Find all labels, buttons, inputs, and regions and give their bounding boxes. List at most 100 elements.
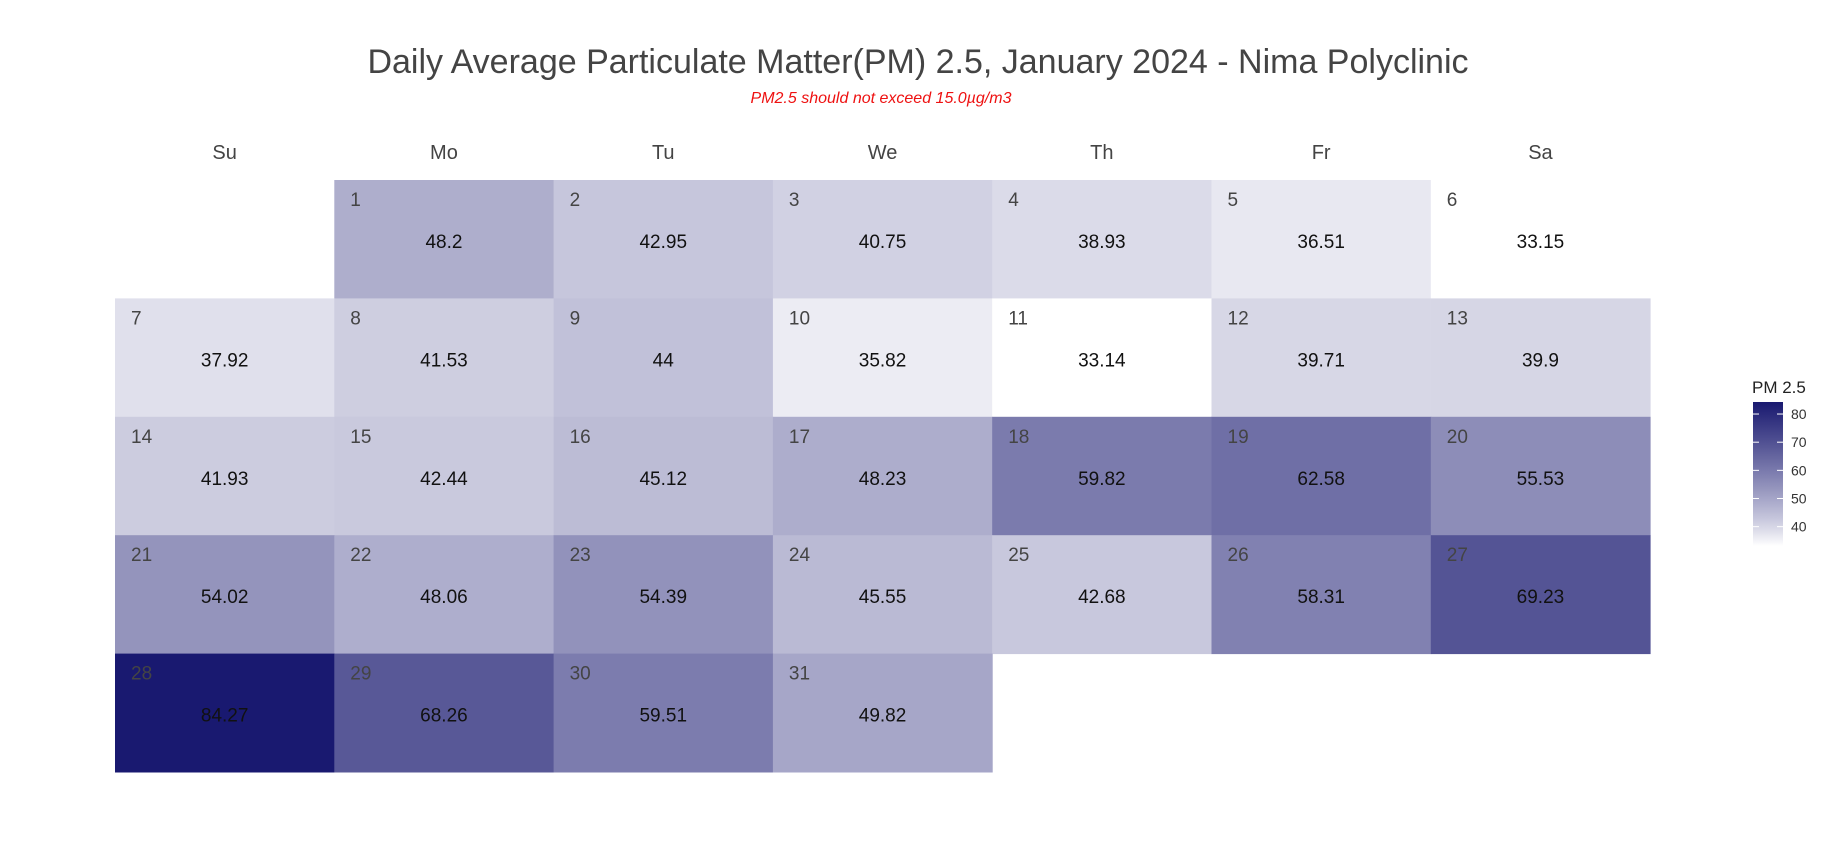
- legend-color-bar: [1753, 402, 1783, 546]
- day-value-label: 59.82: [1078, 469, 1126, 490]
- day-value-label: 39.9: [1522, 350, 1559, 371]
- calendar-grid: 148.2242.95340.75438.93536.51633.15737.9…: [115, 180, 1651, 773]
- day-number: 26: [1228, 545, 1249, 566]
- day-value-label: 45.55: [859, 587, 907, 608]
- day-value-label: 54.02: [201, 587, 249, 608]
- legend-tick-label: 70: [1791, 434, 1807, 450]
- calendar-day-cell: 148.2: [334, 180, 555, 299]
- day-tile: [115, 416, 335, 536]
- day-value-label: 42.68: [1078, 587, 1126, 608]
- day-value-label: 48.23: [859, 469, 907, 490]
- day-tile: [992, 416, 1212, 536]
- day-number: 15: [350, 427, 371, 448]
- calendar-day-cell: 23 54.39: [553, 535, 774, 655]
- day-tile: [334, 653, 555, 773]
- day-value-label: 68.26: [420, 706, 468, 727]
- calendar-day-cell: 22 48.06: [334, 535, 555, 655]
- day-value-label: 44: [653, 350, 675, 371]
- calendar-day-cell: 15 42.44: [334, 416, 555, 536]
- day-number: 11: [1008, 308, 1028, 329]
- calendar-day-cell: 14 41.93: [115, 416, 335, 536]
- day-number: 30: [570, 664, 591, 685]
- calendar-day-cell: 340.75: [772, 180, 993, 299]
- calendar-day-cell: 25 42.68: [992, 535, 1212, 655]
- calendar-day-cell: 10 35.82: [772, 298, 993, 418]
- calendar-day-cell: 11 33.14: [992, 298, 1212, 418]
- day-value-label: 41.93: [201, 469, 249, 490]
- calendar-day-cell: 633.15: [1430, 180, 1651, 299]
- calendar-day-cell: 438.93: [992, 180, 1212, 299]
- calendar-day-cell: 30 59.51: [553, 653, 774, 773]
- day-tile: [992, 535, 1212, 655]
- day-tile: [115, 535, 335, 655]
- day-value-label: 41.53: [420, 350, 468, 371]
- day-number: 24: [789, 545, 811, 566]
- calendar-day-cell: 28 84.27: [115, 653, 335, 773]
- day-value-label: 33.15: [1517, 232, 1565, 253]
- day-value-label: 38.93: [1078, 232, 1126, 253]
- day-number: 4: [1008, 190, 1019, 211]
- day-tile: [772, 653, 993, 773]
- calendar-day-cell: 536.51: [1211, 180, 1432, 299]
- day-value-label: 69.23: [1517, 587, 1565, 608]
- day-number: 21: [131, 545, 152, 566]
- weekday-label: We: [868, 142, 898, 164]
- calendar-day-cell: 737.92: [115, 298, 335, 418]
- calendar-day-cell: 18 59.82: [992, 416, 1212, 536]
- day-tile: [1211, 535, 1432, 655]
- day-number: 16: [570, 427, 591, 448]
- chart-title: Daily Average Particulate Matter(PM) 2.5…: [367, 43, 1468, 81]
- day-value-label: 62.58: [1297, 469, 1345, 490]
- day-value-label: 37.92: [201, 350, 249, 371]
- day-tile: [1430, 298, 1651, 418]
- day-tile: [772, 416, 993, 536]
- calendar-day-cell: 19 62.58: [1211, 416, 1432, 536]
- day-tile: [772, 180, 993, 299]
- weekday-label: Th: [1090, 142, 1113, 164]
- day-value-label: 45.12: [639, 469, 687, 490]
- day-number: 29: [350, 664, 371, 685]
- day-tile: [992, 180, 1212, 299]
- day-value-label: 40.75: [859, 232, 907, 253]
- day-number: 9: [570, 308, 581, 329]
- day-tile: [1211, 298, 1432, 418]
- day-number: 8: [350, 308, 361, 329]
- day-number: 6: [1447, 190, 1458, 211]
- calendar-day-cell: 26 58.31: [1211, 535, 1432, 655]
- legend-tick-label: 80: [1791, 406, 1807, 422]
- day-tile: [1211, 416, 1432, 536]
- calendar-day-cell: 27 69.23: [1430, 535, 1651, 655]
- calendar-day-cell: 17 48.23: [772, 416, 993, 536]
- legend-title: PM 2.5: [1752, 378, 1806, 397]
- day-tile: [772, 298, 993, 418]
- day-value-label: 58.31: [1297, 587, 1345, 608]
- day-tile: [553, 298, 774, 418]
- day-tile: [1430, 180, 1651, 299]
- day-number: 12: [1228, 308, 1249, 329]
- calendar-day-cell: 24 45.55: [772, 535, 993, 655]
- legend-tick-label: 50: [1791, 491, 1807, 507]
- day-tile: [334, 416, 555, 536]
- day-value-label: 59.51: [639, 706, 687, 727]
- day-number: 13: [1447, 308, 1468, 329]
- day-number: 2: [570, 190, 581, 211]
- weekday-label: Su: [212, 142, 236, 164]
- day-tile: [1430, 416, 1651, 536]
- day-number: 31: [789, 664, 810, 685]
- day-number: 17: [789, 427, 810, 448]
- day-value-label: 36.51: [1297, 232, 1345, 253]
- day-number: 1: [350, 190, 361, 211]
- day-value-label: 49.82: [859, 706, 907, 727]
- calendar-day-cell: 31 49.82: [772, 653, 993, 773]
- calendar-day-cell: 16 45.12: [553, 416, 774, 536]
- day-number: 25: [1008, 545, 1029, 566]
- calendar-day-cell: 29 68.26: [334, 653, 555, 773]
- legend-tick-label: 40: [1791, 519, 1807, 535]
- day-value-label: 35.82: [859, 350, 907, 371]
- calendar-day-cell: 13 39.9: [1430, 298, 1651, 418]
- day-value-label: 33.14: [1078, 350, 1126, 371]
- day-tile: [772, 535, 993, 655]
- chart-subtitle: PM2.5 should not exceed 15.0µg/m3: [751, 90, 1012, 107]
- day-value-label: 42.95: [639, 232, 687, 253]
- day-number: 20: [1447, 427, 1468, 448]
